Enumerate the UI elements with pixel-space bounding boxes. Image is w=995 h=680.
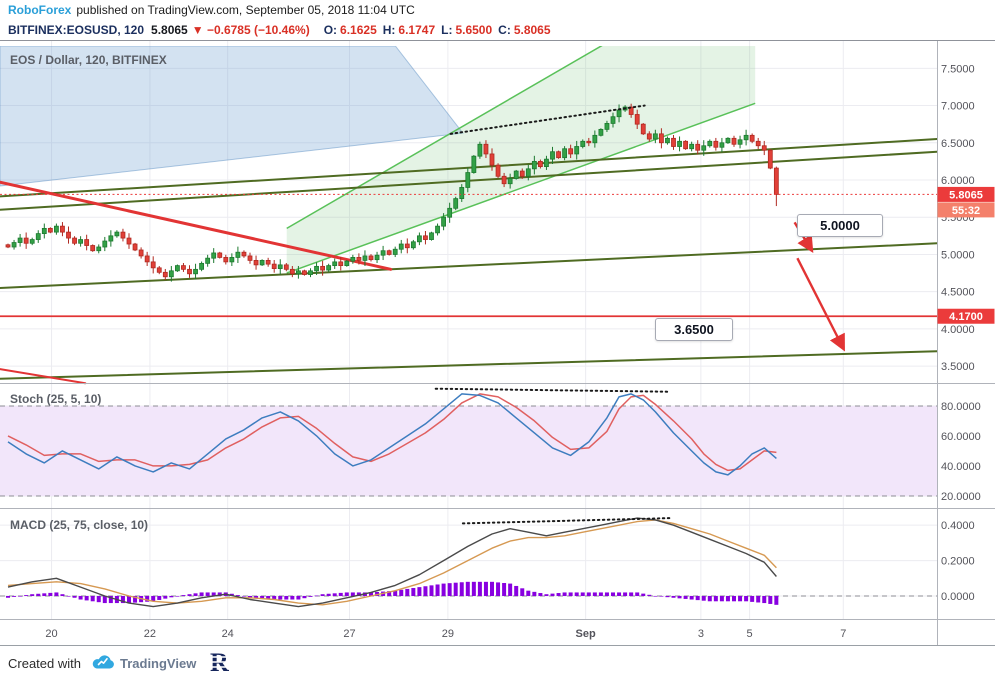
low-value: 5.6500 <box>455 23 493 37</box>
high-label: H: <box>382 23 396 37</box>
main-chart-legend[interactable]: EOS / Dollar, 120, BITFINEX <box>10 53 167 67</box>
panel-separators <box>0 41 995 645</box>
roboforex-link[interactable]: RoboForex <box>8 3 72 17</box>
publish-text: published on TradingView.com, September … <box>76 3 415 17</box>
svg-text:22: 22 <box>144 628 156 640</box>
svg-text:5: 5 <box>747 628 753 640</box>
tradingview-link[interactable]: TradingView <box>91 653 196 673</box>
svg-text:5.8065: 5.8065 <box>949 189 983 201</box>
time-axis[interactable]: 20 22 24 27 29 Sep 3 5 7 <box>45 628 846 640</box>
tradingview-cloud-icon <box>91 653 115 673</box>
footer-bar: Created with TradingView R <box>0 645 995 680</box>
svg-text:Sep: Sep <box>576 628 596 640</box>
symbol-bar: BITFINEX:EOSUSD, 120 5.8065 ▼ −0.6785 (−10… <box>0 20 995 41</box>
close-label: C: <box>498 23 511 37</box>
publish-bar: RoboForex published on TradingView.com, S… <box>0 0 995 20</box>
low-label: L: <box>441 23 453 37</box>
macd-panel[interactable] <box>0 517 937 608</box>
svg-text:20.0000: 20.0000 <box>941 491 981 503</box>
svg-text:24: 24 <box>222 628 234 640</box>
divergence-dotted-lines[interactable] <box>434 104 673 525</box>
svg-text:7: 7 <box>840 628 846 640</box>
chart-canvas[interactable]: 7.50007.00006.50006.00005.50005.00004.50… <box>0 41 995 645</box>
svg-text:4.1700: 4.1700 <box>949 311 983 323</box>
blue-wedge-pattern[interactable] <box>0 46 464 187</box>
countdown-badge: 55:32 <box>937 202 995 218</box>
stoch-panel[interactable] <box>0 393 937 497</box>
svg-text:5.0000: 5.0000 <box>941 249 975 261</box>
svg-text:6.0000: 6.0000 <box>941 175 975 187</box>
svg-text:4.5000: 4.5000 <box>941 287 975 299</box>
stoch-legend[interactable]: Stoch (25, 5, 10) <box>10 392 102 406</box>
tradingview-text: TradingView <box>119 655 197 671</box>
level-price-badge: 4.1700 <box>937 308 995 324</box>
symbol-name[interactable]: BITFINEX:EOSUSD, 120 <box>8 23 145 37</box>
roboforex-logo[interactable]: R <box>208 648 232 678</box>
price-axis[interactable]: 7.50007.00006.50006.00005.50005.00004.50… <box>941 63 981 603</box>
price-change: ▼ −0.6785 (−10.46%) <box>191 23 310 37</box>
svg-text:27: 27 <box>343 628 355 640</box>
chart-area[interactable]: 7.5000 7.0000 6.5000 6.0000 5.5000 5.0000 4.50… <box>0 41 995 645</box>
svg-text:3: 3 <box>698 628 704 640</box>
target-label-5.0000[interactable]: 5.0000 <box>797 214 883 237</box>
svg-text:29: 29 <box>442 628 454 640</box>
target-label-3.6500[interactable]: 3.6500 <box>655 318 733 341</box>
svg-text:7.5000: 7.5000 <box>941 63 975 75</box>
svg-text:4.0000: 4.0000 <box>941 324 975 336</box>
svg-text:80.0000: 80.0000 <box>941 401 981 413</box>
svg-text:0.4000: 0.4000 <box>941 520 975 532</box>
svg-text:55:32: 55:32 <box>952 205 980 217</box>
candles-layer[interactable] <box>5 103 779 282</box>
svg-text:60.0000: 60.0000 <box>941 431 981 443</box>
svg-text:7.0000: 7.0000 <box>941 101 975 113</box>
current-price-badge: 5.8065 <box>937 186 995 202</box>
created-with-text: Created with <box>8 655 81 671</box>
svg-text:0.0000: 0.0000 <box>941 591 975 603</box>
green-channel[interactable] <box>286 41 756 274</box>
open-label: O: <box>323 23 338 37</box>
svg-text:40.0000: 40.0000 <box>941 461 981 473</box>
svg-text:0.2000: 0.2000 <box>941 556 975 568</box>
trendlines[interactable] <box>0 138 938 385</box>
open-value: 6.1625 <box>340 23 377 37</box>
macd-legend[interactable]: MACD (25, 75, close, 10) <box>10 518 149 532</box>
close-value: 5.8065 <box>513 23 551 37</box>
svg-text:6.5000: 6.5000 <box>941 138 975 150</box>
svg-text:3.5000: 3.5000 <box>941 361 975 373</box>
high-value: 6.1747 <box>398 23 436 37</box>
svg-text:20: 20 <box>45 628 57 640</box>
last-price: 5.8065 <box>151 23 188 37</box>
